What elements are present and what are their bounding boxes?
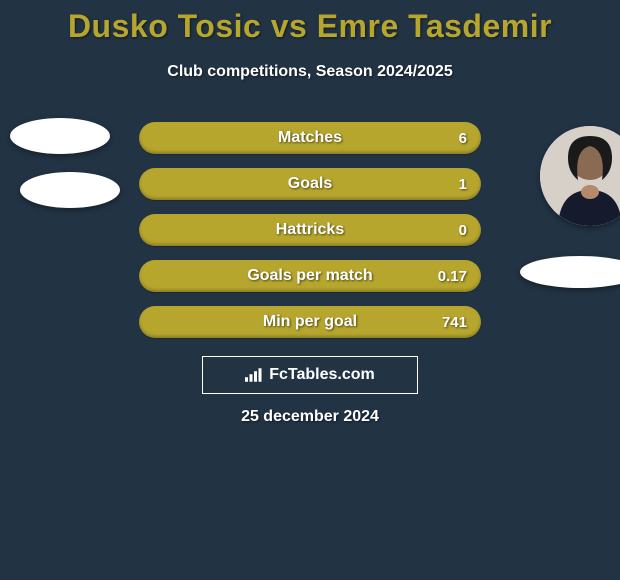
stat-value: 0 <box>459 214 467 246</box>
stat-value: 1 <box>459 168 467 200</box>
stat-label: Hattricks <box>139 214 481 246</box>
right-player-avatar <box>540 126 620 226</box>
stat-label: Min per goal <box>139 306 481 338</box>
stat-bar: Hattricks 0 <box>139 214 481 246</box>
stat-bars: Matches 6 Goals 1 Hattricks 0 Goals per … <box>139 122 481 352</box>
page-title: Dusko Tosic vs Emre Tasdemir <box>0 0 620 45</box>
avatar-placeholder-icon <box>540 126 620 226</box>
stat-bar: Matches 6 <box>139 122 481 154</box>
stat-bar: Min per goal 741 <box>139 306 481 338</box>
stat-bar: Goals per match 0.17 <box>139 260 481 292</box>
right-ellipse <box>520 256 620 288</box>
left-ellipse-1 <box>10 118 110 154</box>
brand-text: FcTables.com <box>269 366 375 384</box>
brand-box: FcTables.com <box>202 356 418 394</box>
bar-chart-icon <box>245 368 263 382</box>
stat-label: Goals <box>139 168 481 200</box>
stat-value: 6 <box>459 122 467 154</box>
stat-bar: Goals 1 <box>139 168 481 200</box>
comparison-infographic: Dusko Tosic vs Emre Tasdemir Club compet… <box>0 0 620 580</box>
left-ellipse-2 <box>20 172 120 208</box>
stat-label: Goals per match <box>139 260 481 292</box>
page-subtitle: Club competitions, Season 2024/2025 <box>0 63 620 81</box>
date-text: 25 december 2024 <box>0 408 620 426</box>
stat-value: 741 <box>442 306 467 338</box>
stat-value: 0.17 <box>438 260 467 292</box>
stat-label: Matches <box>139 122 481 154</box>
